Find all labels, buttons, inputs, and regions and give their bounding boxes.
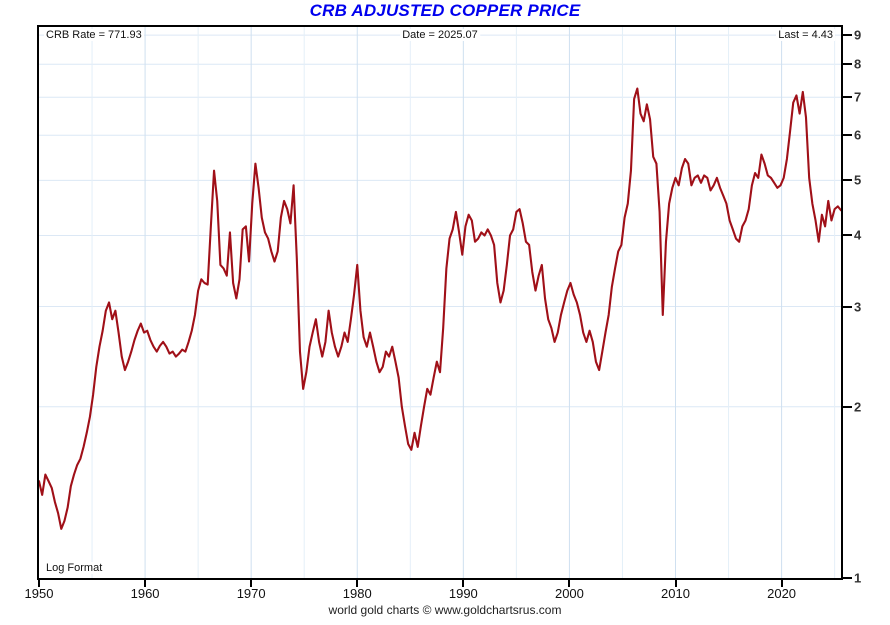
x-tick-label: 1990 (448, 586, 478, 601)
x-tick-label: 1970 (236, 586, 266, 601)
footer-credit: world gold charts © www.goldchartsrus.co… (328, 603, 562, 617)
date-annotation: Date = 2025.07 (400, 29, 480, 41)
x-tick-mark (38, 580, 40, 587)
y-tick-mark (843, 305, 852, 308)
y-tick-label: 3 (854, 299, 862, 315)
y-tick-mark (843, 63, 852, 66)
x-tick-mark (462, 580, 465, 587)
y-tick-mark (843, 34, 852, 37)
crb-rate-annotation: CRB Rate = 771.93 (44, 29, 144, 41)
x-tick-label: 1960 (130, 586, 160, 601)
y-tick-mark (843, 577, 852, 579)
y-tick-mark (843, 96, 852, 99)
x-tick-mark (780, 580, 783, 587)
y-tick-label: 7 (854, 89, 862, 105)
y-tick-mark (843, 405, 852, 408)
x-tick-label: 2020 (767, 586, 797, 601)
x-tick-label: 2000 (554, 586, 584, 601)
x-tick-mark (250, 580, 253, 587)
plot-inner (39, 27, 841, 578)
y-tick-mark (843, 179, 852, 182)
x-tick-mark (674, 580, 677, 587)
y-tick-label: 4 (854, 227, 862, 243)
last-value-annotation: Last = 4.43 (776, 29, 835, 41)
y-tick-label: 6 (854, 127, 862, 143)
grid-lines (39, 27, 841, 578)
x-tick-label: 2010 (661, 586, 690, 601)
y-tick-mark (843, 234, 852, 237)
y-tick-mark (843, 134, 852, 137)
x-tick-label: 1980 (342, 586, 372, 601)
page-title: CRB ADJUSTED COPPER PRICE (309, 1, 581, 20)
x-tick-label: 1950 (24, 586, 54, 601)
y-tick-label: 2 (854, 399, 862, 415)
y-tick-label: 9 (854, 27, 862, 43)
y-tick-label: 8 (854, 56, 862, 72)
x-tick-mark (568, 580, 571, 587)
y-tick-label: 1 (854, 570, 862, 586)
y-tick-label: 5 (854, 172, 862, 188)
x-tick-mark (356, 580, 359, 587)
x-tick-mark (144, 580, 147, 587)
price-series-line (39, 87, 841, 530)
log-format-annotation: Log Format (44, 562, 105, 574)
plot-area: CRB Rate = 771.93 Date = 2025.07 Last = … (37, 25, 843, 580)
